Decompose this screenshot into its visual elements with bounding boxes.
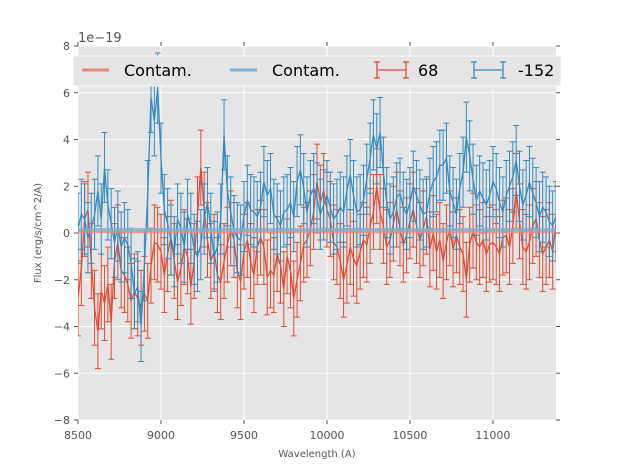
y-tick-label: −4 [54,321,70,334]
y-offset-label: 1e−19 [78,31,122,46]
y-axis-label: Flux (erg/s/cm^2/A) [33,183,44,283]
x-tick-label: 9500 [230,429,258,442]
legend-label: -152 [518,61,554,80]
legend-label: Contam. [124,61,192,80]
series-line [78,167,556,332]
x-axis-label: Wavelength (A) [278,449,355,460]
legend-label: 68 [418,61,438,80]
x-tick-label: 10000 [309,429,344,442]
series--152 [78,52,556,363]
y-tick-label: −2 [54,274,70,287]
x-tick-label: 8500 [64,429,92,442]
y-tick-label: 2 [63,180,70,193]
y-tick-label: −6 [54,367,70,380]
legend-box [72,55,562,87]
legend-label: Contam. [272,61,340,80]
legend: Contam. Contam. 68 -152 [72,55,562,87]
x-tick-label: 11000 [475,429,510,442]
series-line [78,88,556,327]
y-tick-label: 4 [63,134,70,147]
y-tick-label: 8 [63,40,70,53]
x-tick-label: 9000 [147,429,175,442]
x-tick-label: 10500 [392,429,427,442]
y-tick-label: 6 [63,87,70,100]
y-tick-label: 0 [63,227,70,240]
series-layer [78,52,556,370]
y-tick-label: −8 [54,414,70,427]
